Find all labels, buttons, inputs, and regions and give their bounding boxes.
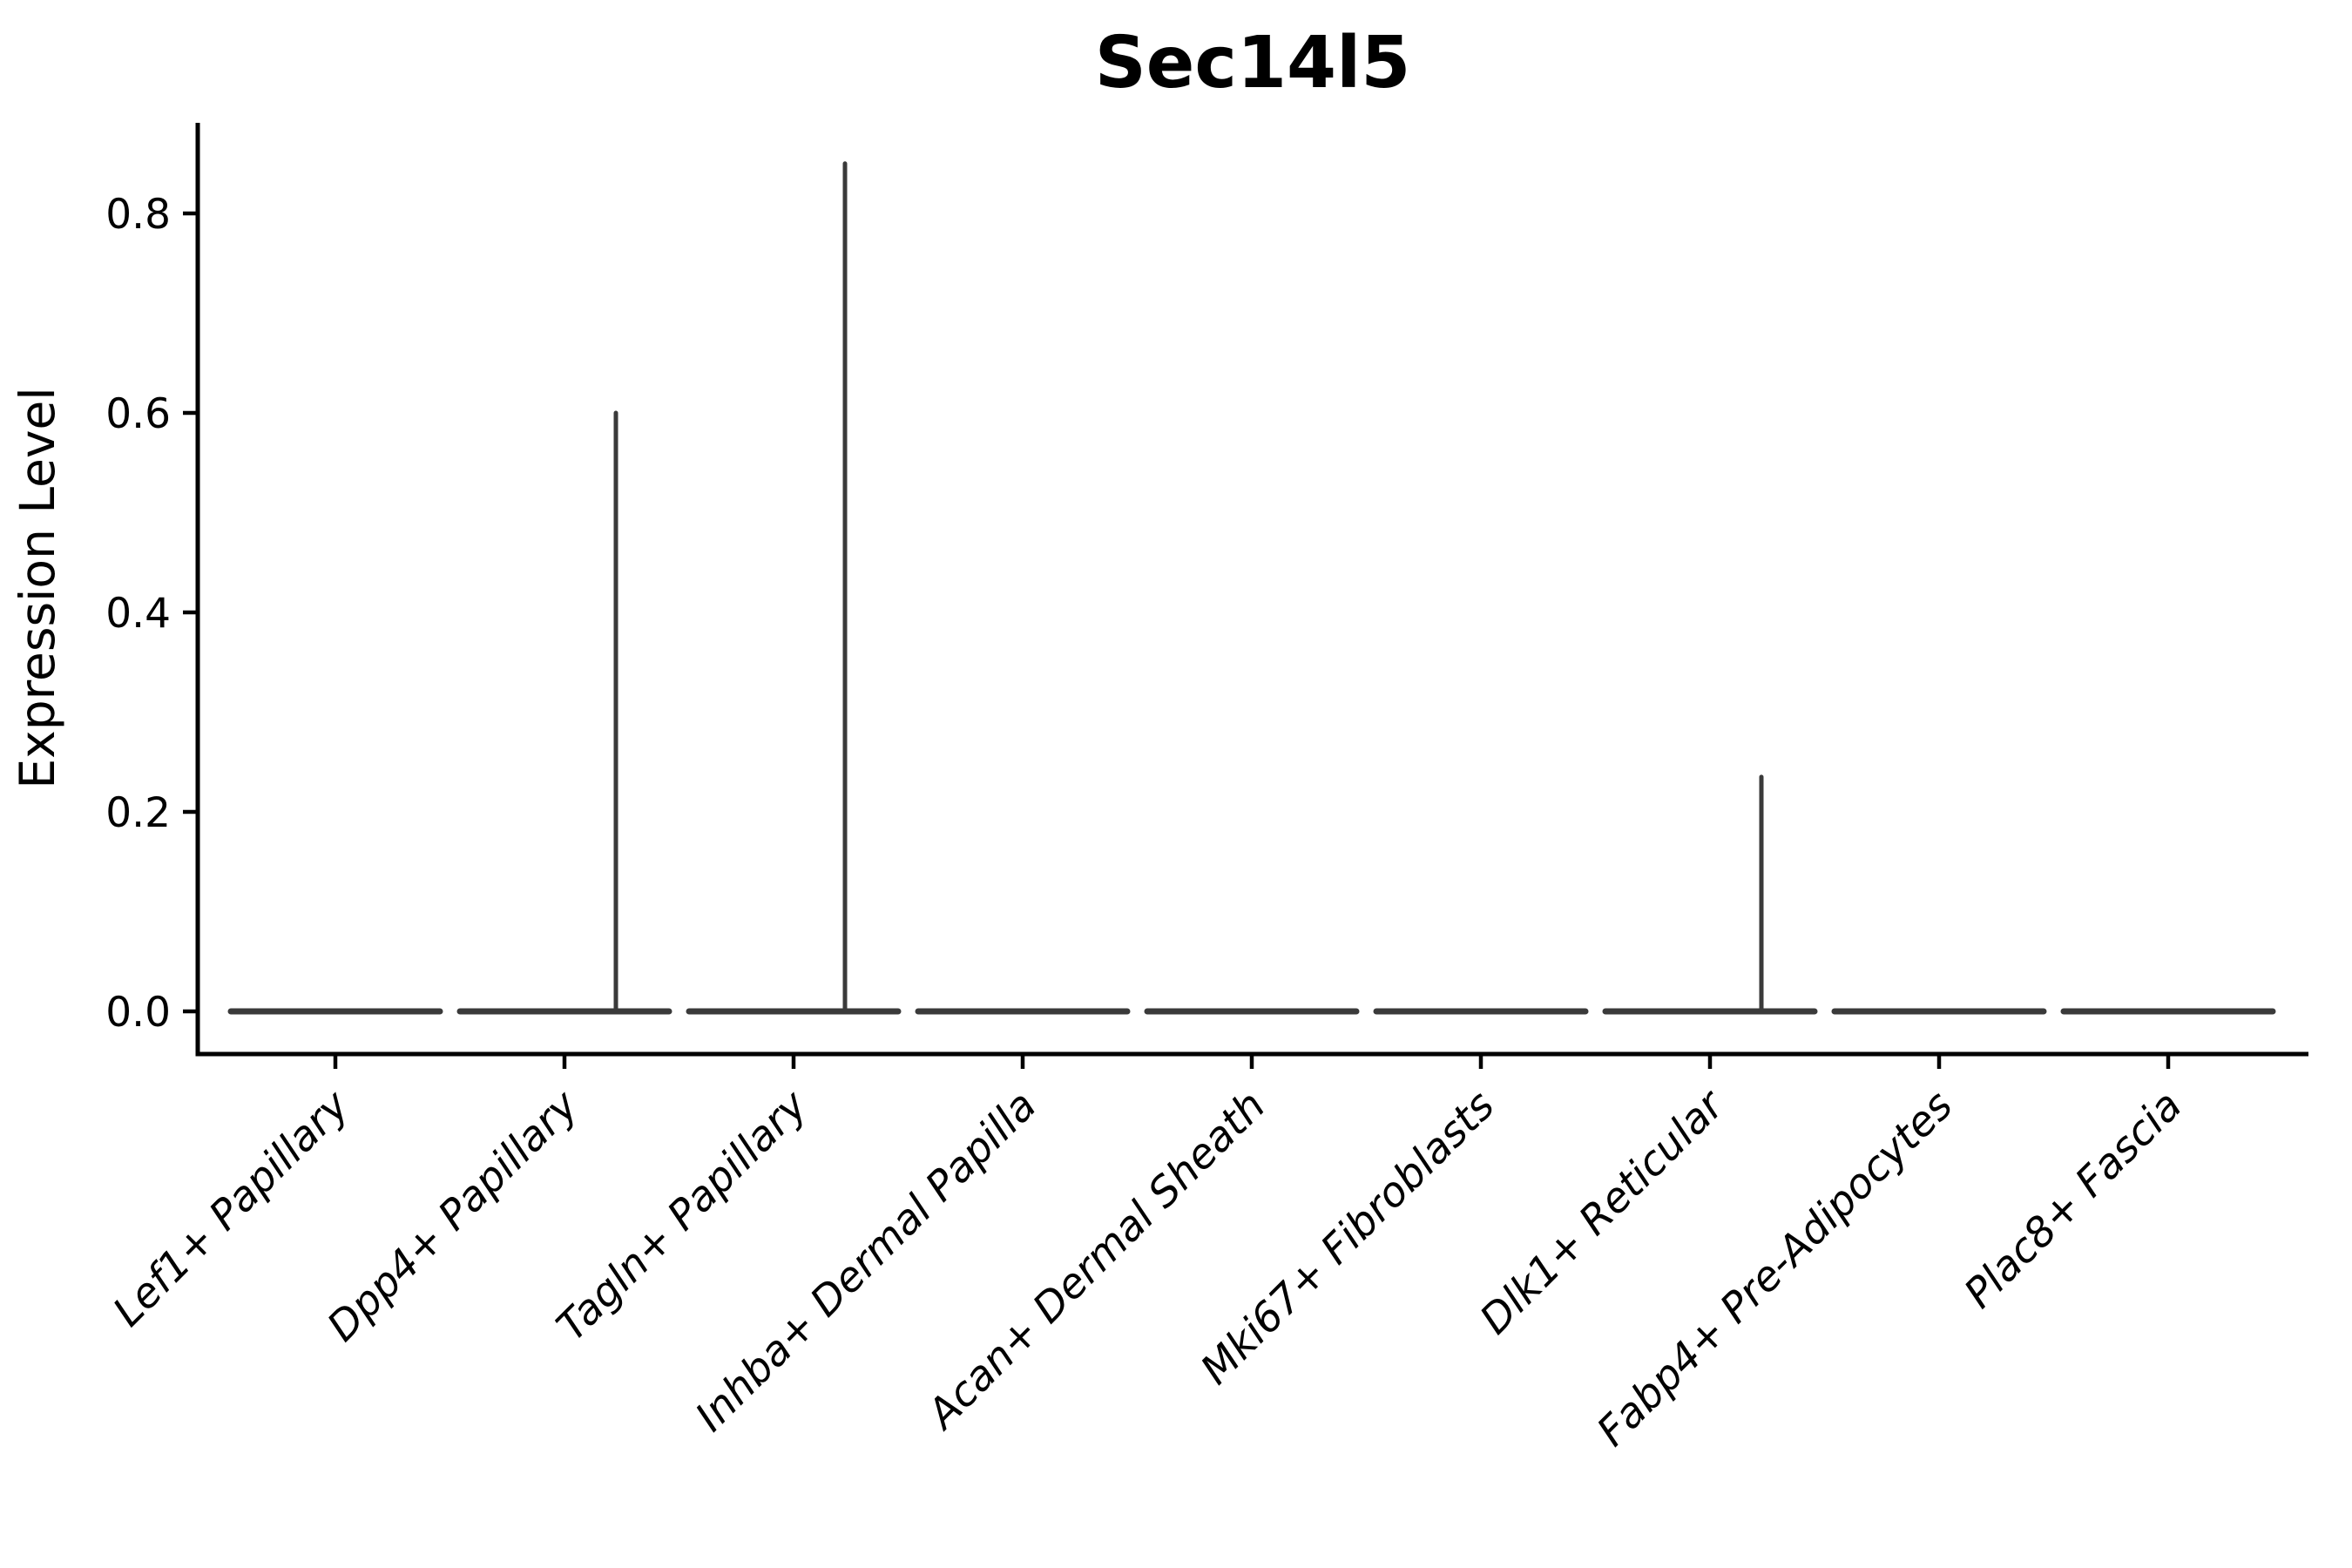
x-tick-label: Dpp4+ Papillary bbox=[318, 1081, 588, 1351]
y-tick-label: 0.4 bbox=[105, 590, 171, 638]
x-tick-label: Lef1+ Papillary bbox=[104, 1081, 359, 1336]
y-tick-label: 0.8 bbox=[105, 191, 171, 239]
x-tick-label: Plac8+ Fascia bbox=[1955, 1082, 2191, 1318]
y-tick-label: 0.2 bbox=[105, 789, 171, 837]
y-axis-label: Expression Level bbox=[10, 387, 65, 788]
y-tick-label: 0.6 bbox=[105, 390, 171, 438]
x-tick-label: Dlk1+ Reticular bbox=[1471, 1080, 1735, 1344]
y-tick-label: 0.0 bbox=[105, 989, 171, 1037]
chart-title: Sec14l5 bbox=[1095, 22, 1411, 105]
x-tick-label: Tagln+ Papillary bbox=[548, 1081, 818, 1351]
